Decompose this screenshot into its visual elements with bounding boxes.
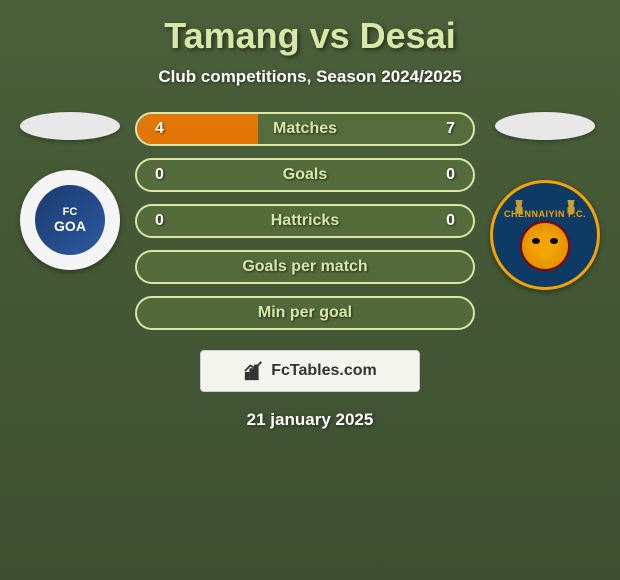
chennaiyin-logo-inner: CHENNAIYIN F.C. [498,188,592,282]
logo-text-goa: GOA [54,218,86,234]
right-flag-ellipse [495,112,595,140]
main-container: Tamang vs Desai Club competitions, Seaso… [0,0,620,580]
stat-label: Hattricks [271,212,339,230]
stat-left-value: 4 [155,120,164,138]
stat-right-value: 0 [446,212,455,230]
face-icon [520,221,570,271]
stat-right-value: 0 [446,166,455,184]
left-club-logo: FC GOA [20,170,120,270]
stats-area: FC GOA 4 Matches 7 0 Goals 0 0 Hattricks 0 Goals … [0,112,620,330]
stat-label: Matches [273,120,337,138]
stat-bar: Goals per match [135,250,475,284]
page-title: Tamang vs Desai [0,15,620,57]
fc-goa-logo-inner: FC GOA [35,185,105,255]
stat-left-value: 0 [155,166,164,184]
right-column: CHENNAIYIN F.C. [490,112,600,290]
stat-label: Goals per match [242,258,367,276]
brand-text: FcTables.com [271,362,377,380]
stat-label: Goals [283,166,327,184]
stat-bar: 0 Hattricks 0 [135,204,475,238]
stats-column: 4 Matches 7 0 Goals 0 0 Hattricks 0 Goals per mat… [135,112,475,330]
stat-label: Min per goal [258,304,352,322]
stat-bar: 0 Goals 0 [135,158,475,192]
left-column: FC GOA [20,112,120,270]
footer-date: 21 january 2025 [0,410,620,430]
stat-bar: 4 Matches 7 [135,112,475,146]
subtitle: Club competitions, Season 2024/2025 [0,67,620,87]
logo-text-fc: FC [63,206,78,218]
left-flag-ellipse [20,112,120,140]
stat-bar: Min per goal [135,296,475,330]
right-club-logo: CHENNAIYIN F.C. [490,180,600,290]
stat-right-value: 7 [446,120,455,138]
stat-left-value: 0 [155,212,164,230]
brand-badge: FcTables.com [200,350,420,392]
chart-icon [243,360,265,382]
